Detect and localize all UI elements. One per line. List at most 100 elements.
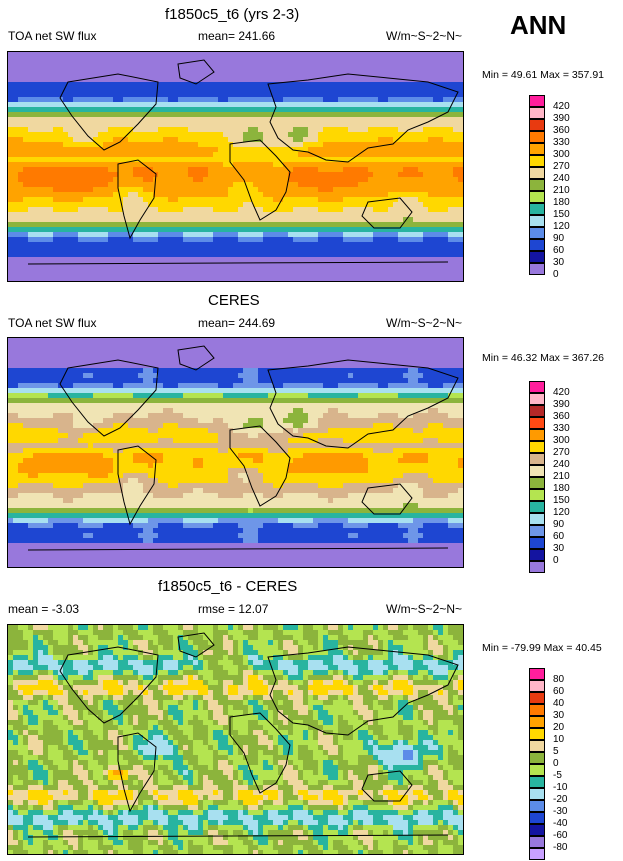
colorbar-label: 120	[553, 507, 570, 518]
colorbar-label: 420	[553, 387, 570, 398]
colorbar-swatch	[529, 561, 545, 573]
colorbar-swatch	[529, 239, 545, 251]
panel-3-map	[7, 624, 464, 855]
colorbar-swatch	[529, 764, 545, 776]
colorbar-label: 390	[553, 399, 570, 410]
colorbar-label: 30	[553, 257, 565, 268]
colorbar-swatch	[529, 716, 545, 728]
panel-3-mean: mean = -3.03	[8, 602, 80, 616]
colorbar-swatch	[529, 417, 545, 429]
colorbar-swatch	[529, 788, 545, 800]
colorbar-label: 10	[553, 734, 565, 745]
colorbar-swatch	[529, 227, 545, 239]
colorbar-swatch	[529, 537, 545, 549]
colorbar-swatch	[529, 740, 545, 752]
colorbar-label: -20	[553, 794, 568, 805]
colorbar-label: 80	[553, 674, 565, 685]
colorbar-label: 90	[553, 233, 565, 244]
colorbar-swatch	[529, 119, 545, 131]
colorbar-label: -5	[553, 770, 562, 781]
colorbar-label: -80	[553, 842, 568, 853]
panel-1-map	[7, 51, 464, 282]
colorbar-swatch	[529, 263, 545, 275]
colorbar-label: 270	[553, 447, 570, 458]
colorbar-swatch	[529, 549, 545, 561]
colorbar-swatch	[529, 513, 545, 525]
colorbar-swatch	[529, 453, 545, 465]
panel-1-title: f1850c5_t6 (yrs 2-3)	[165, 6, 300, 23]
colorbar-label: 120	[553, 221, 570, 232]
colorbar-label: 150	[553, 495, 570, 506]
colorbar-swatch	[529, 752, 545, 764]
colorbar-swatch	[529, 131, 545, 143]
colorbar-label: 270	[553, 161, 570, 172]
colorbar-swatch	[529, 812, 545, 824]
colorbar-swatch	[529, 525, 545, 537]
panel-3-units: W/m~S~2~N~	[386, 602, 463, 616]
colorbar-swatch	[529, 668, 545, 680]
colorbar-swatch	[529, 728, 545, 740]
panel-3-minmax: Min = -79.99 Max = 40.45	[482, 642, 602, 654]
colorbar-label: -30	[553, 806, 568, 817]
colorbar-label: 0	[553, 555, 559, 566]
colorbar-label: 5	[553, 746, 559, 757]
colorbar-label: 30	[553, 543, 565, 554]
colorbar-label: 150	[553, 209, 570, 220]
colorbar-label: 360	[553, 125, 570, 136]
colorbar-label: 300	[553, 149, 570, 160]
panel-2-title: CERES	[208, 292, 260, 309]
colorbar-label: 60	[553, 245, 565, 256]
colorbar-label: 0	[553, 269, 559, 280]
colorbar-swatch	[529, 251, 545, 263]
colorbar-label: 300	[553, 435, 570, 446]
colorbar-label: 390	[553, 113, 570, 124]
panel-3-rmse: rmse = 12.07	[198, 602, 269, 616]
panel-2-map	[7, 337, 464, 568]
colorbar-swatch	[529, 704, 545, 716]
colorbar-label: 30	[553, 710, 565, 721]
colorbar-swatch	[529, 405, 545, 417]
colorbar-label: 240	[553, 173, 570, 184]
colorbar-swatch	[529, 203, 545, 215]
colorbar-label: 210	[553, 471, 570, 482]
colorbar-swatch	[529, 143, 545, 155]
colorbar-swatch	[529, 680, 545, 692]
colorbar-swatch	[529, 489, 545, 501]
colorbar-label: 60	[553, 531, 565, 542]
colorbar-swatch	[529, 381, 545, 393]
colorbar-swatch	[529, 95, 545, 107]
colorbar-swatch	[529, 429, 545, 441]
colorbar-label: 0	[553, 758, 559, 769]
colorbar-swatch	[529, 776, 545, 788]
colorbar-label: 210	[553, 185, 570, 196]
colorbar-label: -10	[553, 782, 568, 793]
colorbar-swatch	[529, 692, 545, 704]
colorbar-label: 240	[553, 459, 570, 470]
colorbar-label: 330	[553, 423, 570, 434]
colorbar-swatch	[529, 836, 545, 848]
colorbar-label: 330	[553, 137, 570, 148]
colorbar-swatch	[529, 179, 545, 191]
colorbar-label: 360	[553, 411, 570, 422]
colorbar-label: 60	[553, 686, 565, 697]
panel-2-variable: TOA net SW flux	[8, 316, 97, 330]
colorbar-swatch	[529, 215, 545, 227]
colorbar-swatch	[529, 167, 545, 179]
colorbar-label: 420	[553, 101, 570, 112]
colorbar-swatch	[529, 465, 545, 477]
colorbar-label: -60	[553, 830, 568, 841]
panel-1-minmax: Min = 49.61 Max = 357.91	[482, 69, 604, 81]
panel-1-units: W/m~S~2~N~	[386, 29, 463, 43]
colorbar-label: 40	[553, 698, 565, 709]
colorbar-swatch	[529, 393, 545, 405]
colorbar-label: 90	[553, 519, 565, 530]
colorbar-swatch	[529, 155, 545, 167]
colorbar-label: 20	[553, 722, 565, 733]
colorbar-swatch	[529, 800, 545, 812]
colorbar-swatch	[529, 848, 545, 860]
panel-1-variable: TOA net SW flux	[8, 29, 97, 43]
colorbar-swatch	[529, 441, 545, 453]
colorbar-swatch	[529, 501, 545, 513]
panel-2-mean: mean= 244.69	[198, 316, 276, 330]
colorbar-swatch	[529, 191, 545, 203]
